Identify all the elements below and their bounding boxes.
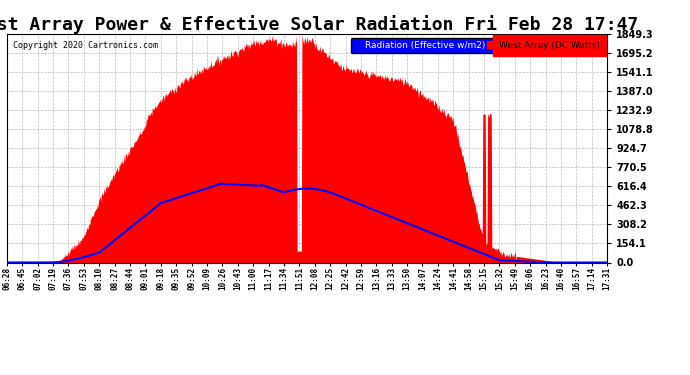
Legend: Radiation (Effective w/m2), West Array (DC Watts): Radiation (Effective w/m2), West Array (… [351, 38, 602, 53]
Title: West Array Power & Effective Solar Radiation Fri Feb 28 17:47: West Array Power & Effective Solar Radia… [0, 15, 639, 34]
Text: Copyright 2020 Cartronics.com: Copyright 2020 Cartronics.com [13, 40, 158, 50]
